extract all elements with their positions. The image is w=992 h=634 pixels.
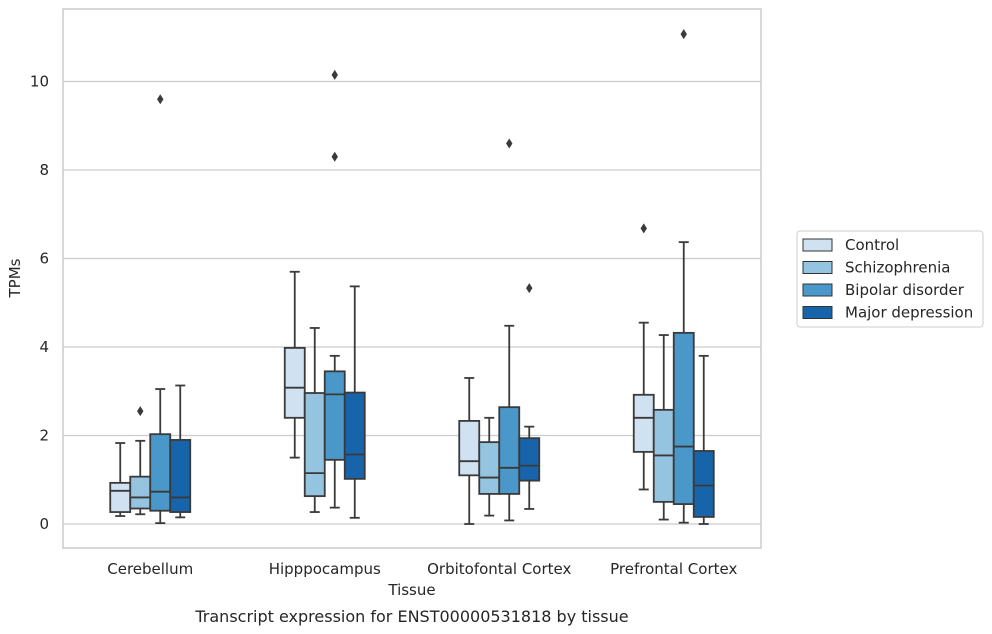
x-axis-label: Tissue — [387, 581, 435, 599]
box-major-depression — [518, 283, 541, 510]
box-control — [283, 270, 306, 459]
y-axis-label: TPMs — [6, 258, 24, 298]
chart-caption: Transcript expression for ENST0000053181… — [194, 607, 628, 626]
box-major-depression — [343, 285, 366, 519]
y-tick-labels: 0 2 4 6 8 10 — [30, 73, 49, 534]
box-bipolar-disorder — [323, 69, 346, 509]
box-bipolar-disorder — [672, 29, 695, 524]
legend-label: Control — [845, 236, 899, 254]
box-body — [478, 441, 501, 495]
box-body — [149, 433, 172, 512]
legend-label: Schizophrenia — [845, 259, 950, 277]
legend-swatch — [802, 283, 833, 297]
box-bipolar-disorder — [149, 94, 172, 525]
y-tick-label: 10 — [30, 73, 49, 91]
legend-swatch — [802, 238, 833, 252]
x-tick-label: Prefrontal Cortex — [610, 560, 737, 578]
outlier-point — [506, 138, 513, 149]
box-body — [303, 392, 326, 498]
box-body — [672, 331, 695, 505]
y-tick-label: 8 — [39, 161, 49, 179]
box-schizophrenia — [303, 327, 326, 513]
legend: Control Schizophrenia Bipolar disorder Majo… — [796, 230, 984, 328]
legend-label: Bipolar disorder — [845, 281, 965, 299]
box-body — [283, 346, 306, 419]
x-tick-label: Orbitofontal Cortex — [427, 560, 571, 578]
box-body — [109, 481, 132, 513]
box-body — [518, 437, 541, 482]
y-tick-label: 6 — [39, 250, 49, 268]
x-tick-label: Hipppocampus — [269, 560, 381, 578]
x-tick-label: Cerebellum — [107, 560, 193, 578]
box-schizophrenia — [129, 406, 152, 516]
outlier-point — [331, 151, 338, 162]
y-tick-label: 4 — [39, 338, 49, 356]
box-body — [169, 439, 192, 513]
outlier-point — [680, 29, 687, 40]
outlier-point — [137, 406, 144, 417]
legend-swatch — [802, 306, 833, 319]
box-groups — [109, 29, 715, 525]
legend-swatch — [802, 261, 833, 274]
box-major-depression — [169, 384, 192, 519]
box-schizophrenia — [478, 416, 501, 517]
outlier-point — [526, 283, 533, 294]
box-control — [632, 223, 655, 491]
box-body — [129, 475, 152, 510]
outlier-point — [640, 223, 647, 234]
box-major-depression — [692, 354, 715, 525]
x-tick-labels: Cerebellum Hipppocampus Orbitofontal Corte… — [107, 560, 737, 578]
y-tick-label: 2 — [39, 427, 49, 445]
box-body — [632, 393, 655, 453]
box-body — [692, 450, 715, 518]
legend-frame — [796, 230, 984, 328]
box-body — [458, 419, 481, 477]
y-tick-label: 0 — [39, 515, 49, 533]
outlier-point — [331, 69, 338, 80]
outlier-point — [157, 94, 164, 105]
legend-label: Major depression — [845, 304, 973, 322]
box-body — [343, 391, 366, 480]
box-body — [323, 370, 346, 461]
box-body — [498, 406, 521, 495]
